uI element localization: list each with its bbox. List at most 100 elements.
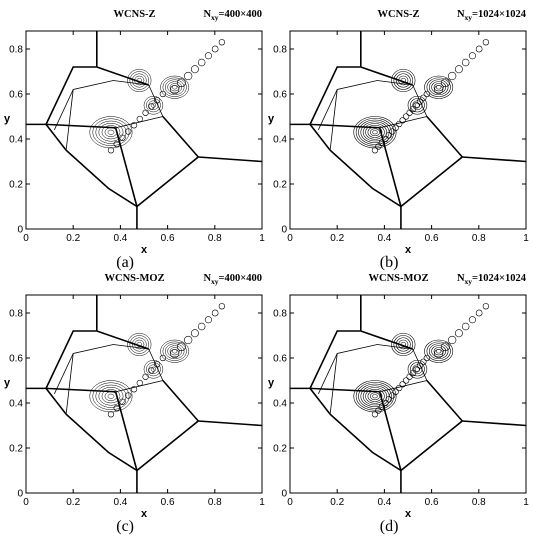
contour-ring [95, 384, 127, 408]
contour-ring [104, 391, 118, 401]
contour-ring [372, 394, 378, 399]
contour-ring [127, 69, 152, 92]
contour-ring [143, 96, 164, 115]
jet-ring [170, 348, 180, 359]
panel-caption: (b) [380, 254, 399, 271]
y-tick-label: 0.6 [273, 354, 287, 365]
contour-ring [131, 73, 147, 88]
plot-frame [25, 294, 263, 494]
contour-ring [400, 77, 406, 84]
contour-ring [134, 339, 145, 350]
contour-ring [410, 98, 425, 113]
contour-ring [129, 71, 149, 90]
contour-ring [167, 345, 183, 358]
jet-ring [218, 303, 226, 310]
jet-ring [482, 303, 490, 310]
contour-ring [136, 342, 142, 347]
contour-ring [101, 389, 121, 404]
jet-ring [434, 84, 444, 95]
contour-ring [428, 79, 449, 96]
plot-frame [289, 30, 527, 230]
shock-line [136, 420, 199, 472]
contour-ring [436, 85, 442, 90]
jet-ring [190, 329, 199, 338]
contour-ring [146, 98, 161, 113]
y-tick-label: 0.8 [273, 45, 287, 56]
contour-ring [153, 361, 161, 368]
contour-ring [375, 407, 382, 414]
contour-ring [375, 143, 382, 150]
shock-line [426, 379, 463, 422]
contour-ring [101, 125, 121, 140]
y-axis-label: y [268, 113, 275, 125]
contour-line [53, 89, 74, 131]
contour-ring [172, 85, 178, 90]
contour-ring [385, 396, 392, 403]
contour-ring [159, 354, 167, 362]
contour-ring [391, 332, 416, 357]
jet-ring [454, 65, 463, 74]
contour-ring [107, 393, 115, 399]
contour-field [290, 31, 526, 229]
jet-ring [475, 309, 483, 317]
contour-field [26, 295, 262, 493]
contour-ring [423, 90, 431, 98]
y-tick-label: 0 [17, 489, 23, 500]
contour-ring [107, 411, 115, 418]
x-tick-label: 0 [23, 497, 29, 508]
panel-a: 0 0.2 0.4 0.6 0.8 1 0 0.2 0.4 0.6 0.8 x y WCNS-Z Nxy=4… [4, 9, 265, 271]
shock-line [114, 127, 138, 207]
contour-ring [378, 403, 386, 410]
x-tick-label: 0 [287, 233, 293, 244]
x-tick-label: 0.6 [161, 497, 175, 508]
panel-caption: (a) [116, 254, 134, 271]
contour-ring [129, 335, 149, 354]
x-tick-label: 0.4 [377, 233, 391, 244]
contour-ring [98, 123, 124, 142]
contour-line [329, 80, 413, 151]
contour-ring [389, 392, 396, 399]
contour-line [379, 84, 428, 129]
contour-ring [367, 390, 383, 402]
contour-ring [125, 128, 132, 135]
shock-line [360, 330, 413, 350]
contour-ring [416, 362, 424, 369]
resolution-label: Nxy=1024×1024 [457, 9, 527, 22]
contour-field [26, 31, 262, 229]
contour-ring [169, 347, 180, 356]
y-axis-label: y [4, 377, 11, 389]
shock-line [309, 387, 402, 472]
contour-ring [400, 341, 406, 348]
contour-ring [164, 343, 185, 359]
contour-ring [426, 341, 451, 361]
contour-ring [365, 124, 385, 140]
contour-ring [360, 121, 390, 144]
jet-ring [184, 335, 193, 345]
contour-ring [148, 103, 155, 110]
jet-ring [475, 45, 483, 53]
contour-ring [433, 347, 444, 356]
x-axis-label: x [141, 244, 148, 256]
y-tick-label: 0.6 [9, 354, 23, 365]
panel-title: WCNS-Z [114, 9, 156, 20]
contour-ring [136, 115, 143, 123]
contour-ring [107, 129, 115, 135]
jet-ring [190, 65, 199, 74]
contour-line [53, 353, 74, 395]
x-tick-label: 1 [523, 497, 529, 508]
contour-ring [164, 79, 185, 95]
x-tick-label: 0.4 [113, 497, 127, 508]
jet-ring [204, 52, 212, 60]
contour-ring [142, 373, 149, 380]
contour-ring [402, 113, 410, 120]
contour-ring [159, 90, 167, 98]
contour-ring [353, 380, 397, 413]
contour-line [329, 344, 413, 415]
contour-ring [355, 381, 395, 411]
contour-ring [148, 367, 155, 374]
contour-ring [436, 349, 442, 354]
contour-ring [433, 83, 444, 92]
x-tick-label: 0.2 [330, 497, 344, 508]
contour-ring [413, 102, 420, 109]
contour-ring [407, 359, 428, 379]
